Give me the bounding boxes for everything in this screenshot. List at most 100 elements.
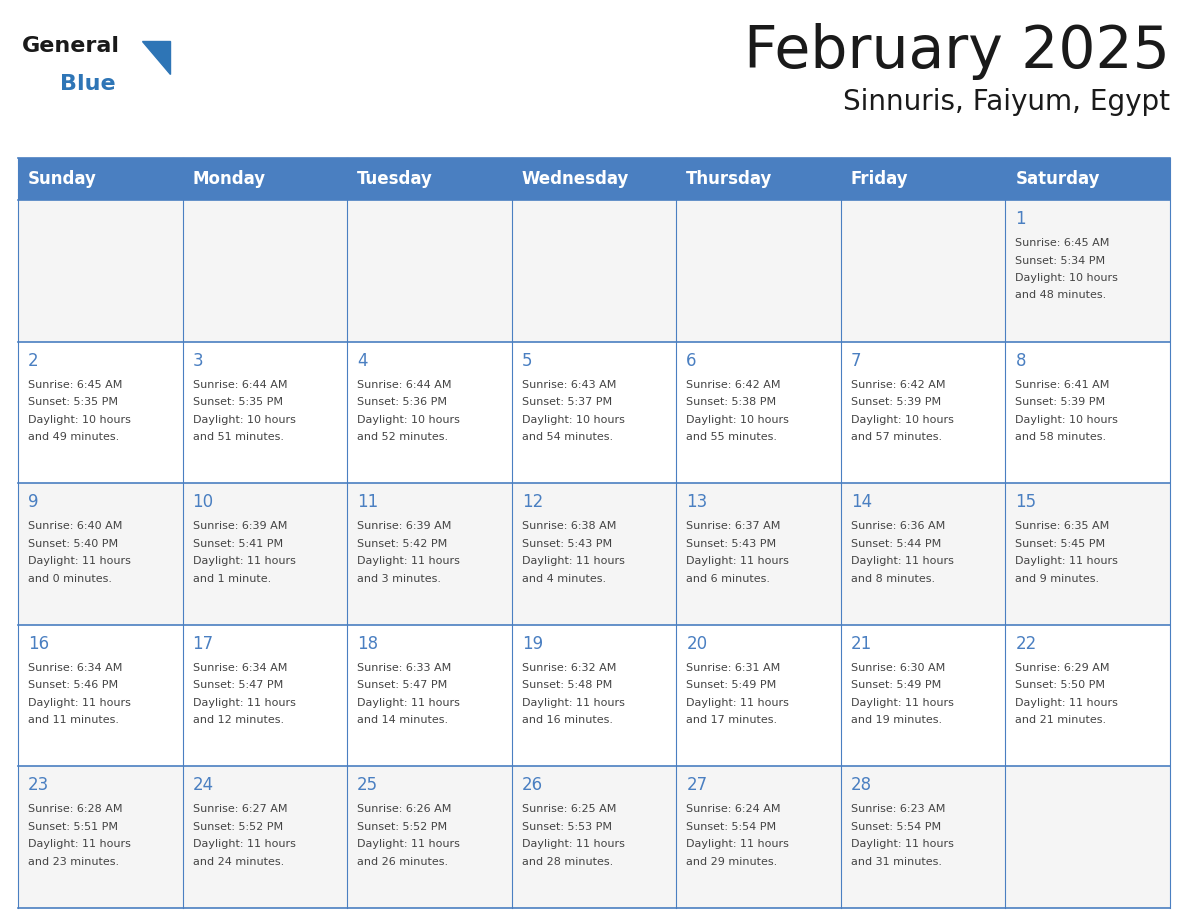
Text: 3: 3 [192, 352, 203, 370]
Text: Saturday: Saturday [1016, 170, 1100, 188]
Text: Sunrise: 6:45 AM: Sunrise: 6:45 AM [1016, 238, 1110, 248]
Bar [347, 200, 512, 341]
Text: 27: 27 [687, 777, 707, 794]
Text: and 29 minutes.: and 29 minutes. [687, 856, 777, 867]
Text: Sunrise: 6:45 AM: Sunrise: 6:45 AM [29, 380, 122, 389]
Text: Sunrise: 6:30 AM: Sunrise: 6:30 AM [851, 663, 946, 673]
Text: Sunrise: 6:38 AM: Sunrise: 6:38 AM [522, 521, 617, 532]
Text: Sunset: 5:38 PM: Sunset: 5:38 PM [687, 397, 777, 407]
Text: Daylight: 11 hours: Daylight: 11 hours [29, 698, 131, 708]
Bar [841, 200, 1005, 341]
Text: and 54 minutes.: and 54 minutes. [522, 432, 613, 442]
Text: 12: 12 [522, 493, 543, 511]
Text: 8: 8 [1016, 352, 1026, 370]
Text: 16: 16 [29, 635, 49, 653]
Bar [18, 200, 183, 341]
Text: 25: 25 [358, 777, 378, 794]
Text: 4: 4 [358, 352, 367, 370]
Text: 9: 9 [29, 493, 38, 511]
Text: Sunset: 5:52 PM: Sunset: 5:52 PM [192, 822, 283, 832]
Text: Sunrise: 6:39 AM: Sunrise: 6:39 AM [192, 521, 287, 532]
Text: and 3 minutes.: and 3 minutes. [358, 574, 441, 584]
Text: 22: 22 [1016, 635, 1037, 653]
Text: Tuesday: Tuesday [358, 170, 432, 188]
Bar [183, 625, 347, 767]
Text: and 52 minutes.: and 52 minutes. [358, 432, 448, 442]
Text: and 12 minutes.: and 12 minutes. [192, 715, 284, 725]
Text: Daylight: 10 hours: Daylight: 10 hours [358, 415, 460, 425]
Text: Sunrise: 6:25 AM: Sunrise: 6:25 AM [522, 804, 617, 814]
Text: Sunset: 5:40 PM: Sunset: 5:40 PM [29, 539, 118, 549]
Text: Daylight: 11 hours: Daylight: 11 hours [687, 839, 789, 849]
Text: Sunset: 5:48 PM: Sunset: 5:48 PM [522, 680, 612, 690]
Bar [1005, 483, 1170, 625]
Text: Daylight: 11 hours: Daylight: 11 hours [851, 698, 954, 708]
Text: and 21 minutes.: and 21 minutes. [1016, 715, 1106, 725]
Text: 17: 17 [192, 635, 214, 653]
Text: General: General [23, 36, 120, 56]
Text: and 24 minutes.: and 24 minutes. [192, 856, 284, 867]
Text: Daylight: 10 hours: Daylight: 10 hours [1016, 415, 1118, 425]
Text: and 9 minutes.: and 9 minutes. [1016, 574, 1100, 584]
Text: and 57 minutes.: and 57 minutes. [851, 432, 942, 442]
Text: Sunrise: 6:29 AM: Sunrise: 6:29 AM [1016, 663, 1110, 673]
Text: 26: 26 [522, 777, 543, 794]
Bar [18, 341, 183, 483]
Bar [841, 341, 1005, 483]
Text: Monday: Monday [192, 170, 266, 188]
Text: Sunrise: 6:39 AM: Sunrise: 6:39 AM [358, 521, 451, 532]
Text: Sunset: 5:42 PM: Sunset: 5:42 PM [358, 539, 448, 549]
Text: 21: 21 [851, 635, 872, 653]
Text: Daylight: 11 hours: Daylight: 11 hours [522, 698, 625, 708]
Text: 20: 20 [687, 635, 707, 653]
Text: Sunset: 5:44 PM: Sunset: 5:44 PM [851, 539, 941, 549]
Text: Daylight: 11 hours: Daylight: 11 hours [522, 556, 625, 566]
Bar [18, 158, 1170, 200]
Text: and 11 minutes.: and 11 minutes. [29, 715, 119, 725]
Text: and 51 minutes.: and 51 minutes. [192, 432, 284, 442]
Bar [18, 625, 183, 767]
Text: Sunrise: 6:43 AM: Sunrise: 6:43 AM [522, 380, 617, 389]
Text: Sunrise: 6:23 AM: Sunrise: 6:23 AM [851, 804, 946, 814]
Bar [841, 625, 1005, 767]
Text: and 26 minutes.: and 26 minutes. [358, 856, 448, 867]
Text: Sunrise: 6:37 AM: Sunrise: 6:37 AM [687, 521, 781, 532]
Text: Daylight: 10 hours: Daylight: 10 hours [29, 415, 131, 425]
Text: and 49 minutes.: and 49 minutes. [29, 432, 119, 442]
Text: Sunrise: 6:44 AM: Sunrise: 6:44 AM [192, 380, 287, 389]
Text: Sunrise: 6:41 AM: Sunrise: 6:41 AM [1016, 380, 1110, 389]
Bar [18, 767, 183, 908]
Text: and 23 minutes.: and 23 minutes. [29, 856, 119, 867]
Text: Sunset: 5:47 PM: Sunset: 5:47 PM [192, 680, 283, 690]
Text: February 2025: February 2025 [744, 23, 1170, 80]
Text: Sunrise: 6:31 AM: Sunrise: 6:31 AM [687, 663, 781, 673]
Text: Sunset: 5:39 PM: Sunset: 5:39 PM [851, 397, 941, 407]
Bar [676, 767, 841, 908]
Text: Daylight: 11 hours: Daylight: 11 hours [358, 556, 460, 566]
Bar [183, 341, 347, 483]
Text: Sunset: 5:50 PM: Sunset: 5:50 PM [1016, 680, 1105, 690]
Text: and 0 minutes.: and 0 minutes. [29, 574, 112, 584]
Text: Daylight: 11 hours: Daylight: 11 hours [851, 556, 954, 566]
Text: Sunset: 5:52 PM: Sunset: 5:52 PM [358, 822, 447, 832]
Bar [347, 341, 512, 483]
Text: Sunset: 5:35 PM: Sunset: 5:35 PM [29, 397, 118, 407]
Bar [512, 625, 676, 767]
Text: 10: 10 [192, 493, 214, 511]
Text: Sunset: 5:54 PM: Sunset: 5:54 PM [851, 822, 941, 832]
Text: Sunrise: 6:42 AM: Sunrise: 6:42 AM [851, 380, 946, 389]
Text: Sunset: 5:45 PM: Sunset: 5:45 PM [1016, 539, 1106, 549]
Text: Daylight: 10 hours: Daylight: 10 hours [192, 415, 296, 425]
Text: 1: 1 [1016, 210, 1026, 228]
Bar [676, 341, 841, 483]
Bar [512, 200, 676, 341]
Text: Sunset: 5:35 PM: Sunset: 5:35 PM [192, 397, 283, 407]
Bar [676, 483, 841, 625]
Text: 19: 19 [522, 635, 543, 653]
Text: Sunset: 5:47 PM: Sunset: 5:47 PM [358, 680, 448, 690]
Text: Daylight: 11 hours: Daylight: 11 hours [29, 839, 131, 849]
Text: 11: 11 [358, 493, 379, 511]
Text: Sunrise: 6:26 AM: Sunrise: 6:26 AM [358, 804, 451, 814]
Text: 2: 2 [29, 352, 39, 370]
Text: Daylight: 11 hours: Daylight: 11 hours [192, 698, 296, 708]
